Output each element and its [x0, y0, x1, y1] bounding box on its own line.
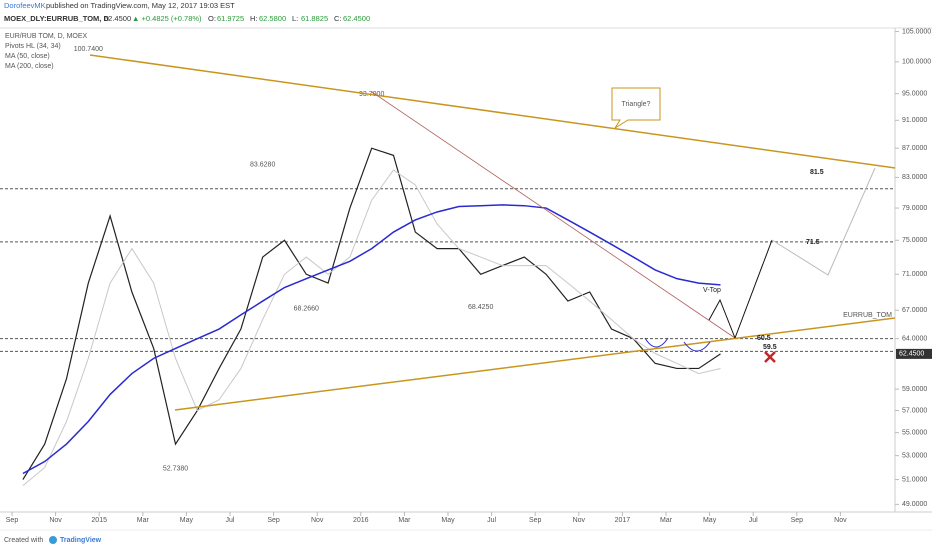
- projection: [734, 239, 773, 339]
- price: 62.4500: [104, 14, 131, 23]
- x-tick-label: Sep: [267, 517, 280, 524]
- y-tick-label: 79.0000: [902, 205, 927, 212]
- y-tick-label: 67.0000: [902, 307, 927, 314]
- triangle-bottom: [174, 317, 896, 411]
- logo: [49, 536, 57, 544]
- x-tick-label: Sep: [529, 517, 542, 524]
- annotation: 81.5: [810, 169, 824, 176]
- author[interactable]: DorofeevMK: [4, 1, 46, 10]
- plot: 100.740052.738083.628068.266093.700068.4…: [22, 46, 721, 487]
- x-tick-label: May: [441, 517, 455, 524]
- grid: 105.0000 100.0000 95.0000 91.0000 87.0000 83.…: [0, 28, 932, 524]
- pivot-label: 68.2660: [294, 305, 319, 312]
- legend: Pivots HL (34, 34): [5, 43, 61, 50]
- x-tick-label: May: [180, 517, 194, 524]
- x-tick-label: Jul: [749, 517, 758, 524]
- symbol: MOEX_DLY:EURRUB_TOM, D: [4, 14, 109, 23]
- legend: EUR/RUB TOM, D, MOEX: [5, 33, 88, 40]
- projection: [771, 167, 876, 276]
- x-tick-label: May: [703, 517, 717, 524]
- x-tick-label: Nov: [573, 517, 586, 524]
- annotation: 71.5: [806, 239, 820, 246]
- x-tick-label: Sep: [791, 517, 804, 524]
- pivot-label: 100.7400: [74, 46, 103, 53]
- annotation: 59.5: [763, 344, 777, 351]
- x-tick-label: Nov: [49, 517, 62, 524]
- x-tick-label: Jul: [487, 517, 496, 524]
- y-tick-label: 95.0000: [902, 90, 927, 97]
- series-line: [22, 147, 721, 480]
- series-line: [22, 204, 721, 475]
- x-tick-label: 2016: [353, 517, 369, 524]
- ohlc-key: L:: [292, 14, 298, 23]
- annotation: V-Top: [703, 287, 721, 294]
- x-tick-label: Jul: [226, 517, 235, 524]
- x-tick-label: Sep: [6, 517, 19, 524]
- x-tick-label: Mar: [660, 517, 673, 524]
- y-tick-label: 100.0000: [902, 59, 931, 66]
- annotation: EURRUB_TOM: [843, 312, 892, 319]
- triangle-top: [89, 54, 896, 169]
- ohlc-key: H:: [250, 14, 258, 23]
- brand[interactable]: TradingView: [60, 537, 102, 544]
- ohlc-value: 62.5800: [259, 14, 286, 23]
- x-tick-label: Mar: [398, 517, 411, 524]
- x-tick-label: Nov: [311, 517, 324, 524]
- x-tick-label: 2017: [615, 517, 631, 524]
- last-price-label: 62.4500: [899, 351, 924, 358]
- y-tick-label: 57.0000: [902, 407, 927, 414]
- y-tick-label: 51.0000: [902, 476, 927, 483]
- callout: [611, 87, 661, 129]
- last-price-box: [896, 348, 932, 359]
- ohlc-value: 62.4500: [343, 14, 370, 23]
- legend: MA (200, close): [5, 63, 54, 70]
- trend-line: [371, 91, 736, 339]
- y-tick-label: 64.0000: [902, 336, 927, 343]
- shoulder: [644, 337, 669, 348]
- ohlc-value: 61.8825: [301, 14, 328, 23]
- y-tick-label: 49.0000: [902, 501, 927, 508]
- footer: Created with: [4, 537, 43, 544]
- y-tick-label: 59.0000: [902, 386, 927, 393]
- ohlc-value: 61.9725: [217, 14, 244, 23]
- y-tick-label: 87.0000: [902, 145, 927, 152]
- y-tick-label: 55.0000: [902, 430, 927, 437]
- projection: [708, 298, 736, 339]
- series-line: [22, 169, 721, 487]
- y-tick-label: 83.0000: [902, 174, 927, 181]
- ohlc-key: C:: [334, 14, 342, 23]
- shoulder: [683, 341, 711, 352]
- ohlc: O: 61.9725 H: 62.5800 L: 61.8825 C: 62.4500: [208, 14, 370, 23]
- x-tick-label: Nov: [834, 517, 847, 524]
- annotation: Triangle?: [622, 101, 651, 108]
- y-tick-label: 91.0000: [902, 117, 927, 124]
- ohlc-key: O:: [208, 14, 216, 23]
- cross: [764, 351, 776, 363]
- pivot-label: 68.4250: [468, 304, 493, 311]
- x-tick-label: 2015: [91, 517, 107, 524]
- x-tick-label: Mar: [137, 517, 150, 524]
- pivot-label: 52.7380: [163, 466, 188, 473]
- annotation: 60.5: [757, 335, 771, 342]
- change: ▲ +0.4825 (+0.78%): [132, 14, 202, 23]
- pivot-label: 83.6280: [250, 162, 275, 169]
- y-tick-label: 75.0000: [902, 237, 927, 244]
- y-tick-label: 53.0000: [902, 453, 927, 460]
- legend: MA (50, close): [5, 53, 50, 60]
- y-tick-label: 71.0000: [902, 271, 927, 278]
- published: published on TradingView.com, May 12, 20…: [46, 1, 235, 10]
- y-tick-label: 105.0000: [902, 28, 931, 35]
